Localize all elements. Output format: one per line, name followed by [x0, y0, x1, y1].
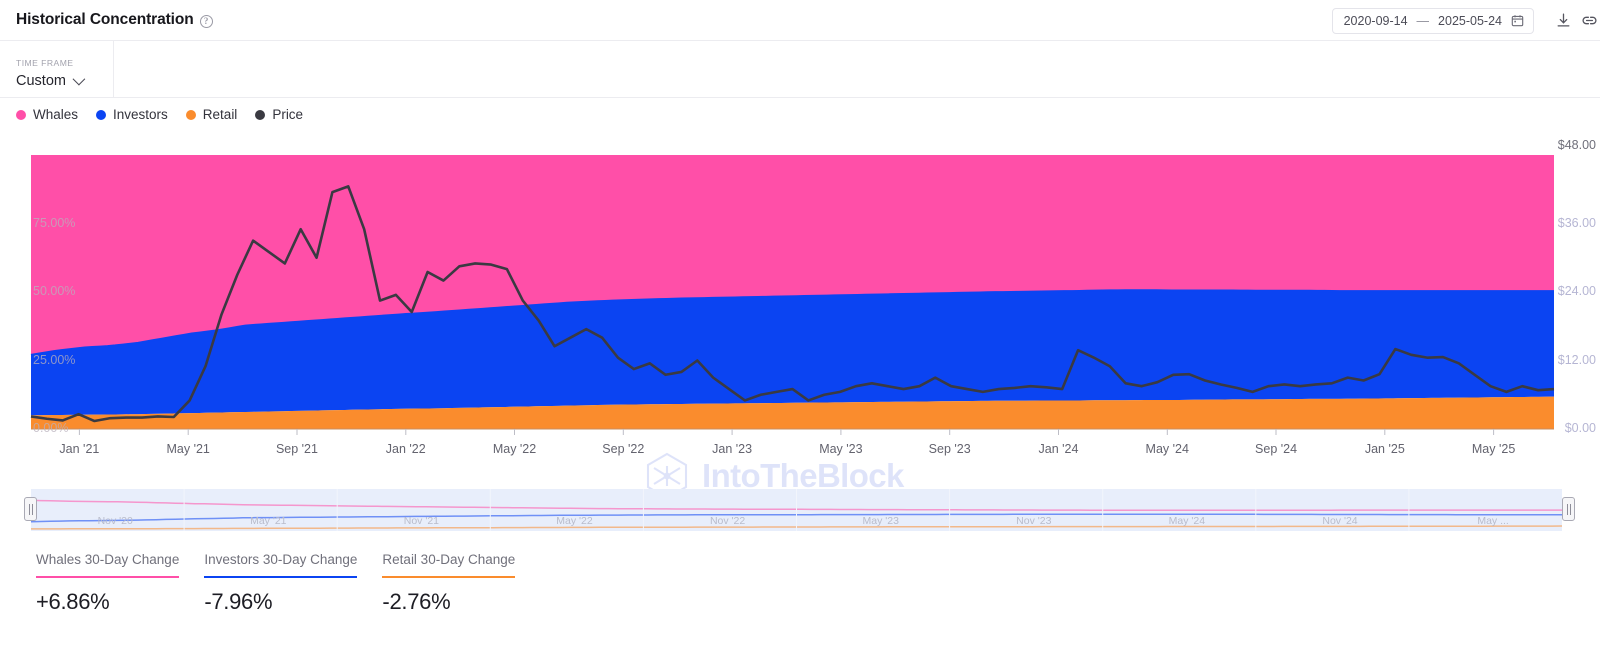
timeframe-value: Custom	[16, 73, 113, 89]
stat-label: Investors 30-Day Change	[204, 552, 358, 567]
x-axis-tick: May '23	[819, 442, 863, 456]
stat-value: +6.86%	[36, 589, 110, 615]
page-title: Historical Concentration?	[16, 11, 213, 29]
legend-dot-whales-icon	[16, 109, 26, 120]
navigator-tick: May '21	[250, 515, 287, 527]
legend-item-investors[interactable]: Investors	[96, 107, 168, 122]
x-axis-tick: Jan '24	[1038, 442, 1079, 456]
navigator-tick: Nov '22	[709, 515, 746, 527]
navigator-canvas	[30, 489, 1563, 531]
y-axis-right-tick: $36.00	[1557, 215, 1596, 230]
y-axis-right-tick: $12.00	[1557, 352, 1596, 367]
navigator-tick: May '22	[556, 515, 593, 527]
legend-dot-price-icon	[255, 109, 266, 120]
legend-label-retail: Retail	[202, 107, 238, 122]
legend-item-whales[interactable]: Whales	[16, 107, 78, 122]
stat-underline	[382, 576, 516, 579]
timeframe-selector[interactable]: TIME FRAME Custom	[0, 41, 114, 97]
x-axis-tick: Jan '23	[712, 442, 753, 456]
navigator-tick: Nov '24	[1322, 515, 1358, 527]
x-axis-tick: May '24	[1145, 442, 1189, 456]
navigator-right-handle[interactable]	[1562, 497, 1575, 521]
date-range-start: 2020-09-14	[1343, 13, 1408, 28]
legend-item-price[interactable]: Price	[255, 107, 303, 122]
chart-canvas	[30, 155, 1555, 435]
y-axis-right-tick: $24.00	[1557, 284, 1596, 298]
x-axis-tick: May '22	[492, 442, 537, 456]
question-circle-icon[interactable]: ?	[199, 15, 213, 28]
stat-label: Whales 30-Day Change	[36, 552, 180, 567]
legend-label-price: Price	[272, 107, 304, 122]
x-axis-tick: Jan '25	[1364, 442, 1405, 456]
y-axis-left-tick: 0.00%	[33, 421, 69, 435]
stat-retail-30-day-change: Retail 30-Day Change -2.76%	[382, 552, 529, 648]
navigator-tick: May '24	[1168, 515, 1206, 527]
x-axis-tick: May '25	[1471, 442, 1516, 456]
x-axis-tick: Sep '21	[275, 442, 318, 456]
stat-label: Retail 30-Day Change	[382, 552, 516, 567]
chart-legend: Whales Investors Retail Price	[0, 98, 1600, 131]
y-axis-left-tick: 50.00%	[33, 284, 76, 298]
y-axis-left-tick: 25.00%	[33, 352, 76, 367]
page-title-text: Historical Concentration	[16, 11, 194, 28]
navigator-tick: May ...	[1477, 515, 1509, 527]
y-axis-left-tick: 75.00%	[33, 215, 76, 230]
legend-dot-investors-icon	[96, 109, 107, 120]
legend-label-investors: Investors	[113, 107, 168, 122]
navigator-tick: Nov '23	[1016, 515, 1052, 527]
chart-navigator[interactable]: Nov '20 May '21 Nov '21 May '22 Nov '22 May '…	[0, 481, 1600, 538]
navigator-tick: May '23	[862, 515, 899, 527]
stat-underline	[36, 576, 180, 579]
stat-whales-30-day-change: Whales 30-Day Change +6.86%	[36, 552, 193, 648]
navigator-tick: Nov '21	[403, 515, 440, 527]
legend-item-retail[interactable]: Retail	[185, 107, 238, 122]
chevron-down-icon	[72, 72, 86, 86]
date-range-picker[interactable]: 2020-09-14 — 2025-05-24	[1331, 7, 1534, 34]
legend-label-whales: Whales	[33, 107, 79, 122]
legend-dot-retail-icon	[185, 109, 196, 120]
header-actions: 2020-09-14 — 2025-05-24	[1331, 0, 1600, 41]
widget-header: Historical Concentration? 2020-09-14 — 2…	[0, 0, 1600, 41]
navigator-tick: Nov '20	[97, 515, 133, 527]
y-axis-right-tick: $0.00	[1564, 421, 1596, 435]
download-icon[interactable]	[1548, 6, 1578, 36]
stat-underline	[204, 576, 358, 579]
timeframe-bar: TIME FRAME Custom	[0, 41, 1600, 98]
date-range-end: 2025-05-24	[1438, 13, 1502, 28]
navigator-left-handle[interactable]	[24, 497, 37, 521]
x-axis-tick: Jan '22	[385, 442, 426, 456]
x-axis-tick: Jan '21	[59, 442, 100, 456]
y-axis-right-tick: $48.00	[1557, 138, 1596, 152]
x-axis-tick: Sep '23	[928, 442, 971, 456]
concentration-area-chart[interactable]: IntoTheBlock 0.00% 25.00% 50.00% 75.00% $0.…	[0, 131, 1600, 500]
stats-row: Whales 30-Day Change +6.86% Investors 30…	[0, 552, 1600, 648]
date-range-separator: —	[1416, 13, 1430, 28]
timeframe-value-text: Custom	[16, 72, 66, 89]
x-axis-tick: May '21	[166, 442, 210, 456]
calendar-icon	[1511, 14, 1524, 27]
price-line	[30, 185, 1555, 423]
stat-value: -2.76%	[382, 589, 451, 615]
link-icon[interactable]	[1578, 6, 1600, 36]
stat-value: -7.96%	[204, 589, 273, 615]
stat-investors-30-day-change: Investors 30-Day Change -7.96%	[204, 552, 371, 648]
x-axis-tick: Sep '22	[602, 442, 645, 456]
timeframe-label: TIME FRAME	[16, 57, 74, 68]
x-axis-tick: Sep '24	[1255, 442, 1298, 456]
